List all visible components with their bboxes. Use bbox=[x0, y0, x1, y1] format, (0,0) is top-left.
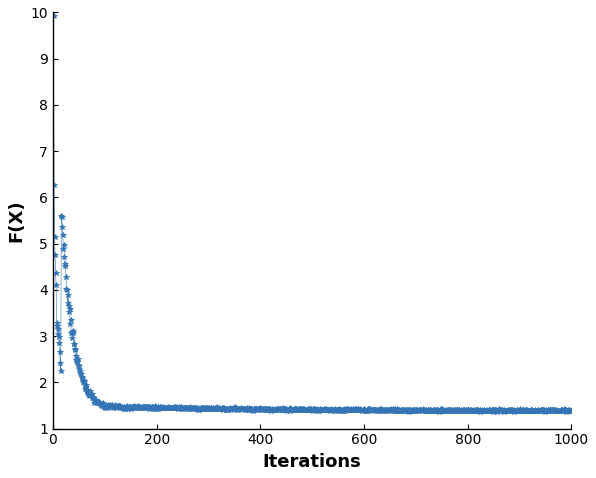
Y-axis label: F(X): F(X) bbox=[7, 199, 25, 242]
X-axis label: Iterations: Iterations bbox=[263, 453, 362, 471]
